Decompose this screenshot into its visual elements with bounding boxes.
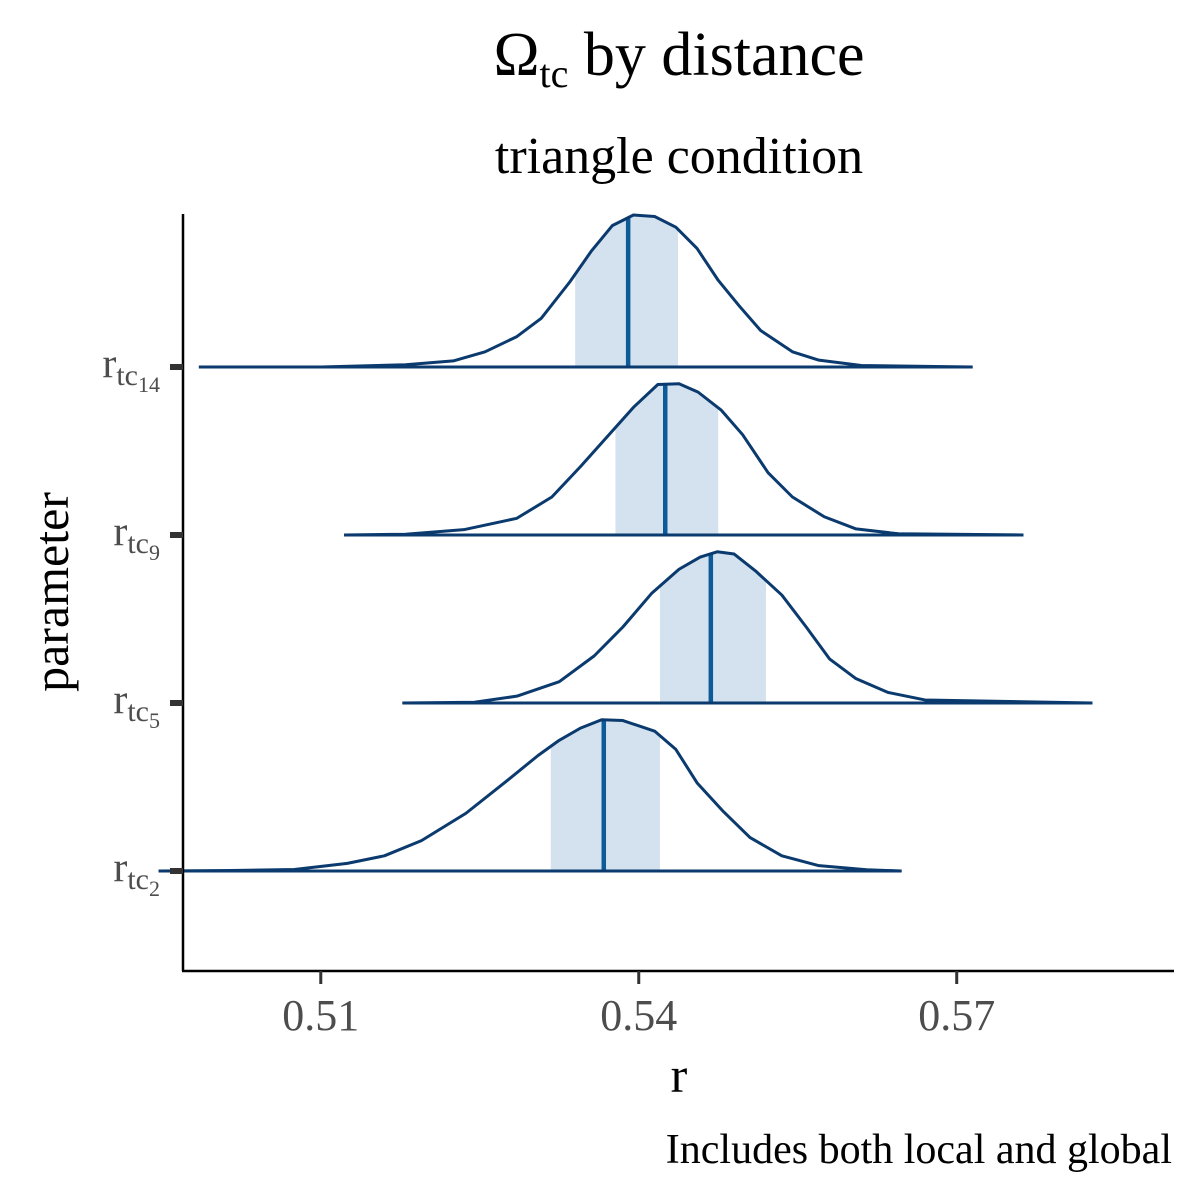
y-tick-label: rtc2: [113, 845, 160, 901]
chart-subtitle: triangle condition: [495, 128, 863, 185]
chart-caption: Includes both local and global: [666, 1127, 1172, 1173]
x-axis-ticks: 0.51 0.54 0.57: [282, 971, 995, 1040]
y-axis-label: parameter: [23, 492, 79, 692]
plot-area: [158, 213, 1093, 873]
ridge-series-2: [158, 718, 902, 873]
y-tick-label: rtc9: [113, 509, 160, 565]
y-tick-label: rtc5: [113, 677, 160, 733]
density-outline: [402, 550, 1093, 705]
chart-title-main: Ω: [493, 21, 539, 89]
y-tick-label: rtc14: [102, 341, 160, 397]
x-tick-label: 0.57: [918, 991, 995, 1040]
chart-title: Ωtc by distance: [493, 21, 864, 96]
x-tick-label: 0.54: [600, 991, 677, 1040]
x-tick-label: 0.51: [282, 991, 359, 1040]
ridge-series-9: [344, 382, 1024, 537]
chart-title-sub: tc: [540, 51, 569, 96]
density-outline: [198, 213, 973, 369]
chart-title-rest: by distance: [568, 21, 864, 89]
x-axis-label: r: [671, 1047, 688, 1103]
y-axis-ticks: rtc14 rtc9 rtc5 rtc2: [102, 341, 183, 901]
density-outline: [158, 718, 902, 873]
ridge-series-5: [402, 550, 1093, 705]
ridge-series-14: [198, 213, 973, 369]
density-outline: [344, 382, 1024, 537]
